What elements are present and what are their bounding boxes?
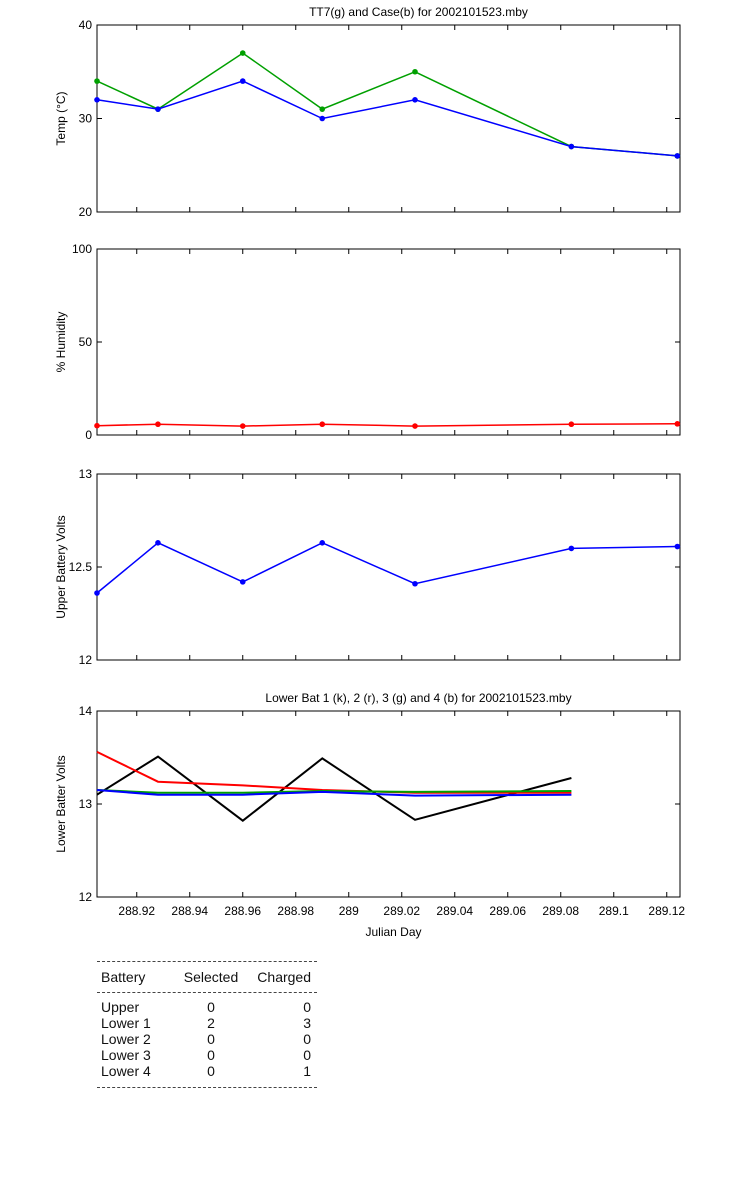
row-selected: 0 (207, 1047, 215, 1063)
data-point (319, 540, 326, 546)
row-selected: 0 (207, 999, 215, 1015)
series-line (96, 751, 572, 794)
series-line (96, 423, 678, 427)
x-tick-label: 288.94 (171, 904, 208, 918)
x-tick-label: 289 (339, 904, 359, 918)
data-point (94, 78, 100, 84)
row-battery: Upper (101, 999, 140, 1015)
y-axis-label: % Humidity (54, 312, 68, 373)
row-charged: 0 (303, 1031, 311, 1047)
data-point (674, 153, 681, 159)
data-point (94, 97, 100, 103)
table-top-rule (97, 961, 317, 962)
header-battery: Battery (101, 969, 146, 985)
data-point (412, 580, 418, 587)
x-tick-label: 289.04 (436, 904, 473, 918)
plot-frame (96, 473, 681, 661)
table-row: Lower 4 0 1 (97, 1063, 317, 1079)
x-tick-label: 289.1 (599, 904, 629, 918)
table-header-row: Battery Selected Charged (97, 962, 317, 992)
table-row: Lower 3 0 0 (97, 1047, 317, 1063)
x-tick-label: 289.12 (648, 904, 685, 918)
row-charged: 1 (303, 1063, 311, 1079)
series-line (96, 755, 572, 822)
data-point (412, 68, 418, 75)
data-point (239, 78, 246, 84)
data-point (155, 540, 161, 546)
row-selected: 0 (207, 1063, 215, 1079)
data-point (94, 590, 100, 596)
y-tick-label: 12 (79, 890, 93, 904)
row-selected: 2 (207, 1015, 215, 1031)
plot-frame (96, 24, 681, 213)
row-charged: 0 (303, 999, 311, 1015)
table-row: Upper 0 0 (97, 999, 317, 1015)
y-axis-label: Upper Battery Volts (54, 515, 68, 618)
x-tick-label: 289.06 (489, 904, 526, 918)
data-point (568, 545, 575, 552)
data-point (155, 106, 161, 112)
chart-title: TT7(g) and Case(b) for 2002101523.mby (309, 5, 528, 19)
data-point (319, 421, 326, 428)
data-point (155, 421, 161, 428)
data-point (239, 423, 246, 429)
battery-status-table: Battery Selected Charged Upper 0 0 Lower… (97, 961, 317, 1088)
y-tick-label: 30 (79, 112, 93, 126)
y-tick-label: 50 (79, 335, 93, 349)
table-bottom-rule (97, 1087, 317, 1088)
table-row: Lower 2 0 0 (97, 1031, 317, 1047)
x-tick-label: 288.98 (277, 904, 314, 918)
plot-frame (96, 710, 681, 898)
row-charged: 0 (303, 1047, 311, 1063)
y-tick-label: 12.5 (69, 560, 93, 574)
y-tick-label: 13 (79, 797, 93, 811)
data-point (568, 421, 575, 428)
x-axis-label: Julian Day (365, 925, 421, 939)
y-tick-label: 12 (79, 653, 93, 667)
y-tick-label: 0 (85, 428, 92, 442)
row-charged: 3 (303, 1015, 311, 1031)
data-point (94, 422, 100, 429)
header-selected: Selected (183, 969, 239, 985)
plot-frame (96, 248, 681, 436)
x-tick-label: 289.08 (542, 904, 579, 918)
table-row: Lower 1 2 3 (97, 1015, 317, 1031)
x-tick-label: 288.92 (118, 904, 155, 918)
y-tick-label: 14 (79, 704, 93, 718)
y-tick-label: 20 (79, 205, 93, 219)
x-tick-label: 288.96 (224, 904, 261, 918)
data-point (674, 543, 681, 550)
data-point (239, 579, 246, 585)
data-point (568, 143, 575, 150)
y-axis-label: Temp (°C) (54, 91, 68, 145)
y-axis-label: Lower Batter Volts (54, 755, 68, 852)
series-line (96, 789, 572, 797)
header-charged: Charged (257, 969, 311, 985)
row-battery: Lower 1 (101, 1015, 151, 1031)
row-battery: Lower 3 (101, 1047, 151, 1063)
y-tick-label: 13 (79, 467, 93, 481)
row-battery: Lower 2 (101, 1031, 151, 1047)
data-point (319, 115, 326, 122)
data-point (674, 421, 681, 427)
data-point (412, 97, 418, 103)
series-line (96, 789, 572, 794)
x-tick-label: 289.02 (383, 904, 420, 918)
chart-title: Lower Bat 1 (k), 2 (r), 3 (g) and 4 (b) … (265, 691, 571, 705)
series-line (96, 52, 678, 157)
row-battery: Lower 4 (101, 1063, 151, 1079)
table-header-rule (97, 992, 317, 993)
series-line (96, 541, 678, 594)
y-tick-label: 40 (79, 18, 93, 32)
data-point (239, 50, 246, 56)
data-point (412, 423, 418, 429)
data-point (319, 106, 326, 112)
y-tick-label: 100 (72, 242, 92, 256)
row-selected: 0 (207, 1031, 215, 1047)
